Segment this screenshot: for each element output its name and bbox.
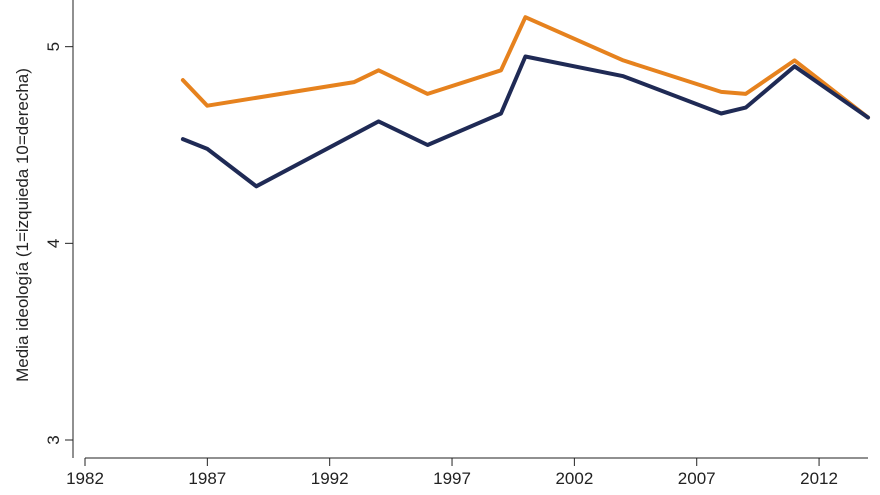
x-tick-label: 2012 [800, 469, 838, 488]
x-tick-label: 2002 [555, 469, 593, 488]
series-line-1 [180, 15, 870, 120]
x-tick-label: 1982 [66, 469, 104, 488]
series-line-2 [180, 54, 870, 189]
chart-axes: 3 4 5 1982 1987 1992 1997 2002 2007 2012 [44, 0, 868, 488]
chart-series [180, 15, 870, 189]
y-axis-title: Media ideología (1=izquieda 10=derecha) [13, 68, 32, 382]
x-tick-label: 2007 [678, 469, 716, 488]
y-tick-label: 5 [44, 42, 63, 51]
x-tick-label: 1997 [433, 469, 471, 488]
y-tick-label: 4 [44, 239, 63, 248]
x-tick-label: 1992 [311, 469, 349, 488]
y-tick-label: 3 [44, 435, 63, 444]
x-tick-label: 1987 [188, 469, 226, 488]
